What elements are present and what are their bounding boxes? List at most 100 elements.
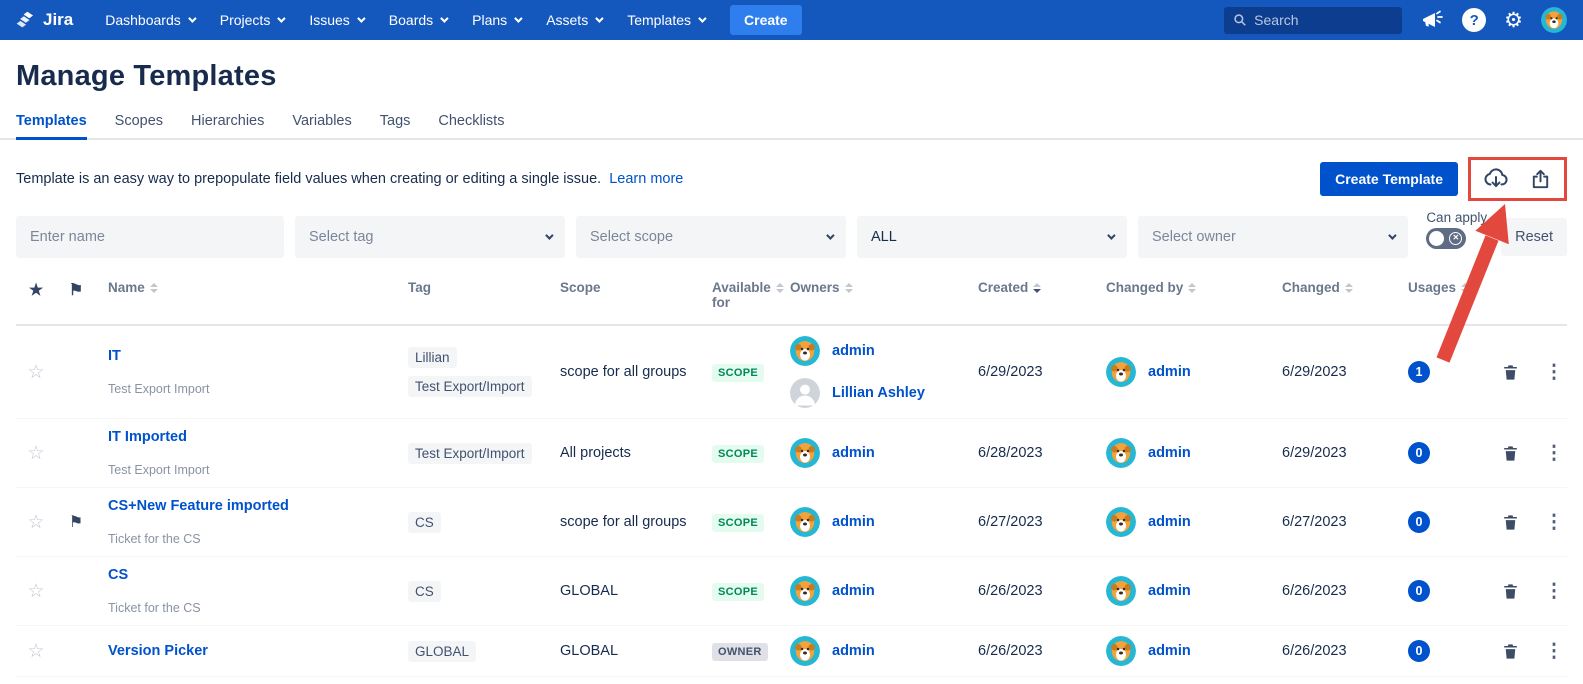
nav-item-issues[interactable]: Issues — [309, 12, 366, 28]
star-toggle-icon[interactable]: ☆ — [27, 640, 45, 662]
delete-trash-icon[interactable] — [1501, 444, 1520, 463]
export-upload-icon[interactable] — [1529, 167, 1552, 191]
column-header-available-for[interactable]: Available for — [700, 280, 784, 310]
filter-type-select[interactable]: ALL — [857, 216, 1127, 258]
tab-tags[interactable]: Tags — [379, 113, 411, 129]
can-apply-toggle[interactable]: ✕ — [1426, 228, 1467, 249]
nav-item-label: Issues — [309, 12, 350, 28]
owner-link[interactable]: admin — [1148, 514, 1191, 530]
filter-tag-select[interactable]: Select tag — [295, 216, 565, 258]
can-apply-label: Can apply — [1426, 210, 1488, 225]
template-name-link[interactable]: CS+New Feature imported — [108, 498, 289, 514]
tag-cell: GLOBAL — [396, 640, 548, 662]
owner-link[interactable]: admin — [832, 514, 875, 530]
owner-link[interactable]: Lillian Ashley — [832, 385, 925, 401]
kebab-menu-icon[interactable]: ⋮ — [1544, 361, 1564, 383]
tab-variables[interactable]: Variables — [292, 113, 352, 129]
column-header-created[interactable]: Created — [966, 280, 1094, 295]
table-body: ☆ IT Test Export Import Lillian Test Export/… — [16, 326, 1567, 677]
template-name-link[interactable]: CS — [108, 567, 129, 583]
delete-trash-icon[interactable] — [1501, 582, 1520, 601]
owner-link[interactable]: admin — [832, 583, 875, 599]
star-column-header[interactable]: ★ — [28, 282, 44, 299]
filter-owner-select[interactable]: Select owner — [1138, 216, 1408, 258]
owner-link[interactable]: admin — [832, 445, 875, 461]
announcements-icon[interactable] — [1420, 8, 1444, 32]
chevron-down-icon — [1388, 231, 1397, 240]
kebab-menu-icon[interactable]: ⋮ — [1544, 580, 1564, 602]
changed-cell: 6/29/2023 — [1282, 364, 1347, 380]
usages-count-badge[interactable]: 0 — [1408, 580, 1430, 602]
kebab-menu-icon[interactable]: ⋮ — [1544, 511, 1564, 533]
star-toggle-icon[interactable]: ☆ — [27, 511, 45, 533]
nav-item-plans[interactable]: Plans — [472, 12, 523, 28]
nav-item-label: Assets — [546, 12, 589, 28]
nav-item-projects[interactable]: Projects — [219, 12, 286, 28]
tab-templates[interactable]: Templates — [16, 113, 87, 140]
delete-trash-icon[interactable] — [1501, 513, 1520, 532]
search-input[interactable] — [1254, 12, 1385, 28]
kebab-menu-icon[interactable]: ⋮ — [1544, 442, 1564, 464]
owner-link[interactable]: admin — [1148, 364, 1191, 380]
create-template-button[interactable]: Create Template — [1320, 162, 1458, 196]
delete-cell — [1486, 642, 1534, 661]
dog-avatar — [1106, 357, 1136, 387]
star-cell: ☆ — [16, 361, 56, 384]
search-box[interactable] — [1224, 6, 1403, 34]
tab-hierarchies[interactable]: Hierarchies — [191, 113, 265, 129]
usages-count-badge[interactable]: 1 — [1408, 361, 1430, 383]
owner-link[interactable]: admin — [1148, 583, 1191, 599]
tag-chip: CS — [408, 511, 441, 533]
jira-logo[interactable]: Jira — [16, 10, 73, 31]
learn-more-link[interactable]: Learn more — [609, 171, 684, 187]
filter-scope-select[interactable]: Select scope — [576, 216, 846, 258]
nav-item-dashboards[interactable]: Dashboards — [105, 12, 197, 28]
changed-by-cell: admin — [1094, 357, 1270, 387]
flag-column-header[interactable]: ⚑ — [68, 282, 84, 299]
delete-trash-icon[interactable] — [1501, 363, 1520, 382]
column-header-name[interactable]: Name — [96, 280, 396, 295]
owner-link[interactable]: admin — [832, 643, 875, 659]
nav-item-boards[interactable]: Boards — [389, 12, 449, 28]
column-header-changed-by[interactable]: Changed by — [1094, 280, 1270, 295]
import-cloud-download-icon[interactable] — [1483, 167, 1509, 191]
user-avatar[interactable] — [1541, 7, 1567, 33]
tag-chip: Test Export/Import — [408, 442, 532, 464]
kebab-menu-icon[interactable]: ⋮ — [1544, 640, 1564, 662]
star-toggle-icon[interactable]: ☆ — [27, 442, 45, 464]
reset-button[interactable]: Reset — [1501, 218, 1567, 256]
owner-link[interactable]: admin — [832, 343, 875, 359]
tab-checklists[interactable]: Checklists — [438, 113, 505, 129]
owners-cell: admin — [778, 507, 966, 537]
tab-scopes[interactable]: Scopes — [114, 113, 164, 129]
usages-count-badge[interactable]: 0 — [1408, 511, 1430, 533]
available-for-cell: SCOPE — [700, 445, 778, 463]
sort-desc-icon — [1033, 283, 1042, 295]
dog-avatar — [790, 336, 820, 366]
nav-item-templates[interactable]: Templates — [627, 12, 707, 28]
column-header-owners[interactable]: Owners — [778, 280, 966, 295]
help-icon[interactable]: ? — [1462, 8, 1487, 32]
column-header-usages[interactable]: Usages — [1396, 280, 1486, 295]
owner-entry: admin — [1106, 636, 1270, 666]
star-toggle-icon[interactable]: ☆ — [27, 580, 45, 602]
nav-item-assets[interactable]: Assets — [546, 12, 604, 28]
template-name-link[interactable]: IT — [108, 348, 121, 364]
star-toggle-icon[interactable]: ☆ — [27, 361, 45, 383]
template-name-link[interactable]: Version Picker — [108, 643, 208, 659]
settings-gear-icon[interactable]: ⚙ — [1504, 8, 1523, 32]
top-nav-bar: Jira Dashboards Projects Issues Boards Plans… — [0, 0, 1583, 40]
delete-trash-icon[interactable] — [1501, 642, 1520, 661]
owner-entry: admin — [790, 576, 966, 606]
create-button[interactable]: Create — [730, 5, 802, 35]
filter-name-input[interactable] — [16, 216, 284, 258]
column-header-changed[interactable]: Changed — [1270, 280, 1396, 295]
nav-item-label: Projects — [219, 12, 271, 28]
usages-count-badge[interactable]: 0 — [1408, 442, 1430, 464]
owner-link[interactable]: admin — [1148, 445, 1191, 461]
owner-link[interactable]: admin — [1148, 643, 1191, 659]
template-name-link[interactable]: IT Imported — [108, 429, 187, 445]
column-header-tag: Tag — [408, 280, 431, 295]
template-description: Test Export Import — [108, 382, 210, 396]
usages-count-badge[interactable]: 0 — [1408, 640, 1430, 662]
